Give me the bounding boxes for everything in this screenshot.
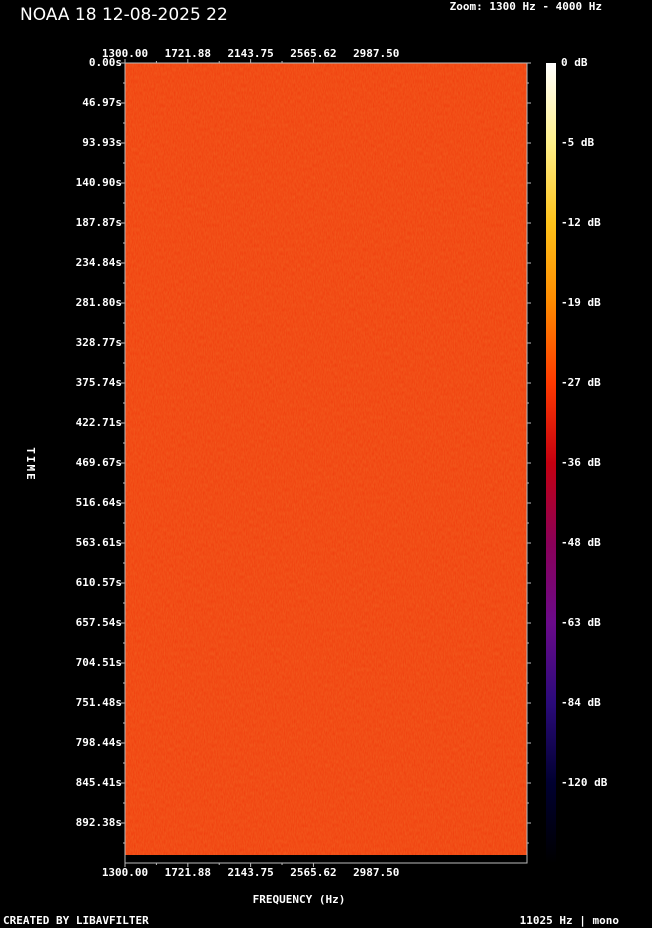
x-tick-label-bottom: 2565.62 bbox=[290, 866, 337, 879]
y-tick-label: 187.87s bbox=[75, 216, 122, 229]
spectrogram-noise bbox=[125, 63, 527, 855]
y-tick-label: 140.90s bbox=[75, 176, 122, 189]
colorbar-label: -120 dB bbox=[561, 776, 608, 789]
y-tick-label: 892.38s bbox=[75, 816, 122, 829]
x-tick-label-bottom: 1721.88 bbox=[164, 866, 211, 879]
y-tick-label: 234.84s bbox=[75, 256, 122, 269]
y-tick-label: 845.41s bbox=[75, 776, 122, 789]
x-axis-label: FREQUENCY (Hz) bbox=[252, 893, 346, 906]
colorbar-label: -63 dB bbox=[561, 616, 601, 629]
y-tick-label: 93.93s bbox=[82, 136, 122, 149]
y-tick-label: 657.54s bbox=[75, 616, 122, 629]
y-tick-label: 516.64s bbox=[75, 496, 122, 509]
y-tick-label: 46.97s bbox=[82, 96, 122, 109]
y-tick-label: 0.00s bbox=[88, 56, 122, 69]
y-tick-label: 328.77s bbox=[75, 336, 122, 349]
colorbar bbox=[546, 63, 556, 863]
x-tick-label-top: 2987.50 bbox=[353, 47, 400, 60]
y-tick-label: 704.51s bbox=[75, 656, 122, 669]
colorbar-label: -12 dB bbox=[561, 216, 601, 229]
x-tick-label-bottom: 2143.75 bbox=[227, 866, 274, 879]
x-tick-label-top: 2565.62 bbox=[290, 47, 337, 60]
zoom-range-label: Zoom: 1300 Hz - 4000 Hz bbox=[449, 0, 602, 13]
colorbar-label: -19 dB bbox=[561, 296, 601, 309]
colorbar-label: -27 dB bbox=[561, 376, 601, 389]
y-tick-label: 751.48s bbox=[75, 696, 122, 709]
colorbar-label: -84 dB bbox=[561, 696, 601, 709]
y-tick-label: 422.71s bbox=[75, 416, 122, 429]
x-tick-label-bottom: 2987.50 bbox=[353, 866, 400, 879]
y-tick-label: 610.57s bbox=[75, 576, 122, 589]
y-tick-label: 469.67s bbox=[75, 456, 122, 469]
x-tick-label-top: 1300.00 bbox=[101, 47, 149, 60]
colorbar-label: -36 dB bbox=[561, 456, 601, 469]
x-tick-label-bottom: 1300.00 bbox=[101, 866, 149, 879]
y-axis-label: TIME bbox=[23, 447, 37, 482]
chart-title: NOAA 18 12-08-2025 22 bbox=[20, 5, 228, 25]
y-tick-label: 281.80s bbox=[75, 296, 122, 309]
sample-info: 11025 Hz | mono bbox=[519, 914, 619, 927]
colorbar-label: -48 dB bbox=[561, 536, 601, 549]
y-tick-label: 375.74s bbox=[75, 376, 122, 389]
x-tick-label-top: 2143.75 bbox=[227, 47, 274, 60]
x-tick-label-top: 1721.88 bbox=[164, 47, 211, 60]
colorbar-label: -5 dB bbox=[561, 136, 595, 149]
colorbar-label: 0 dB bbox=[561, 56, 588, 69]
y-tick-label: 563.61s bbox=[75, 536, 122, 549]
credit-text: CREATED BY LIBAVFILTER bbox=[3, 914, 149, 927]
y-tick-label: 798.44s bbox=[75, 736, 122, 749]
